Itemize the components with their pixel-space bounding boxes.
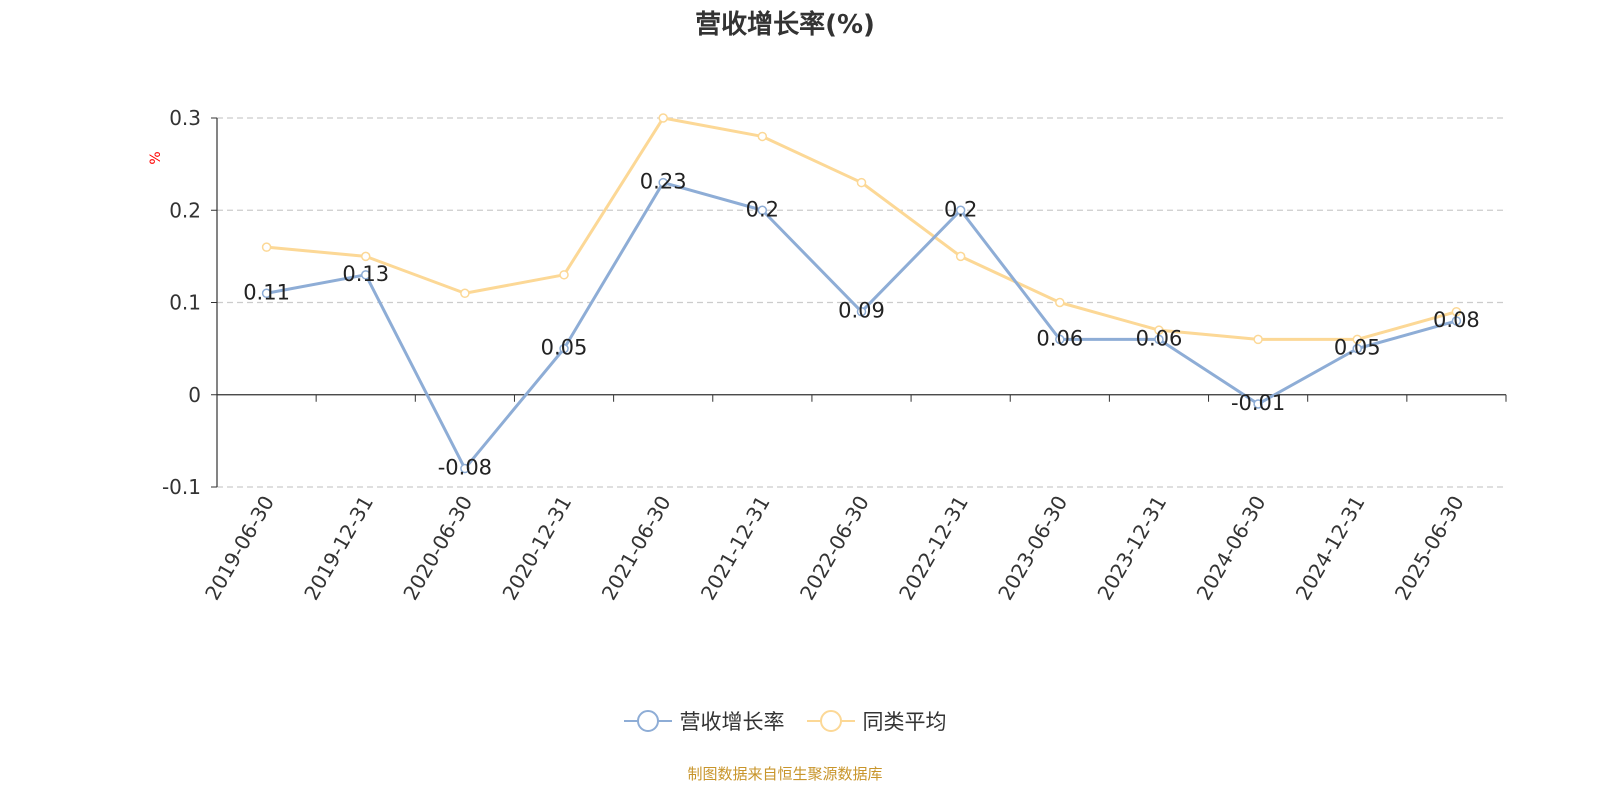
legend-item-series-1[interactable]: 营收增长率 <box>623 706 785 736</box>
x-tick-label: 2024-12-31 <box>1291 492 1370 605</box>
data-label: 0.2 <box>944 197 977 221</box>
series-1-point <box>360 270 371 280</box>
x-tick-label: 2023-06-30 <box>993 492 1072 605</box>
data-label: 0.06 <box>1136 326 1183 350</box>
series-2-point <box>261 242 272 252</box>
y-tick-label: -0.1 <box>162 475 201 499</box>
series-line-1 <box>266 181 1457 471</box>
legend-label-series-2: 同类平均 <box>862 710 947 734</box>
legend-label-series-1: 营收增长率 <box>679 710 785 734</box>
legend-item-series-2[interactable]: 同类平均 <box>806 706 947 736</box>
series-1-point <box>559 343 569 354</box>
series-1-point <box>658 177 668 188</box>
series-2-point <box>360 251 371 262</box>
source-footer: 制图数据来自恒生聚源数据库 <box>687 765 883 783</box>
series-2-point <box>955 251 966 262</box>
data-label: 0.08 <box>1433 308 1480 332</box>
x-tick-label: 2024-06-30 <box>1192 492 1271 605</box>
series-1-point <box>261 288 272 299</box>
series-1-point <box>1055 334 1065 345</box>
series-1-point <box>1253 399 1263 409</box>
series-2-point <box>1451 306 1462 317</box>
data-label: 0.23 <box>640 170 687 194</box>
data-label: -0.08 <box>438 456 492 480</box>
x-tick-label: 2023-12-31 <box>1092 492 1171 605</box>
x-tick-label: 2019-06-30 <box>200 492 279 605</box>
series-1-point <box>460 463 470 474</box>
series-1-point <box>1154 334 1164 345</box>
series-2-point <box>1253 334 1263 345</box>
series-1-point <box>757 205 768 215</box>
legend-swatch-series-1-icon <box>623 710 672 732</box>
x-tick-label: 2020-12-31 <box>497 492 576 605</box>
x-tick-label: 2020-06-30 <box>398 492 477 605</box>
series-1-point <box>955 205 966 215</box>
y-tick-label: 0.2 <box>169 198 201 222</box>
series-2-point <box>1154 325 1164 335</box>
series-2-point <box>658 113 668 123</box>
data-label: 0.09 <box>838 299 885 323</box>
series-2-point <box>856 177 867 188</box>
x-tick-label: 2022-06-30 <box>795 492 874 605</box>
data-label: 0.13 <box>342 262 389 286</box>
series-2-point <box>460 288 470 299</box>
y-tick-label: 0 <box>188 383 201 407</box>
x-tick-label: 2021-12-31 <box>696 492 775 605</box>
x-tick-label: 2022-12-31 <box>894 491 973 604</box>
legend: 营收增长率 同类平均 <box>0 706 1570 736</box>
data-label: 0.06 <box>1036 326 1083 350</box>
data-label: 0.11 <box>243 280 290 304</box>
x-tick-label: 2025-06-30 <box>1390 492 1469 605</box>
series-1-point <box>1451 316 1462 326</box>
series-2-point <box>757 131 768 142</box>
data-label: -0.01 <box>1231 391 1285 415</box>
series-2-point <box>1055 297 1065 308</box>
series-2-point <box>1352 334 1363 345</box>
data-label: 0.2 <box>746 197 779 221</box>
y-axis-label: % <box>148 151 164 164</box>
x-tick-label: 2019-12-31 <box>299 492 378 605</box>
legend-swatch-series-2-icon <box>806 710 855 732</box>
series-2-point <box>559 270 569 280</box>
series-1-point <box>856 306 867 317</box>
y-tick-label: 0.1 <box>169 291 201 315</box>
x-tick-label: 2021-06-30 <box>597 492 676 605</box>
chart-title: 营收增长率(%) <box>695 10 875 40</box>
series-1-point <box>1352 343 1363 354</box>
data-label: 0.05 <box>1334 336 1381 360</box>
y-tick-label: 0.3 <box>169 106 201 130</box>
data-label: 0.05 <box>541 336 588 360</box>
